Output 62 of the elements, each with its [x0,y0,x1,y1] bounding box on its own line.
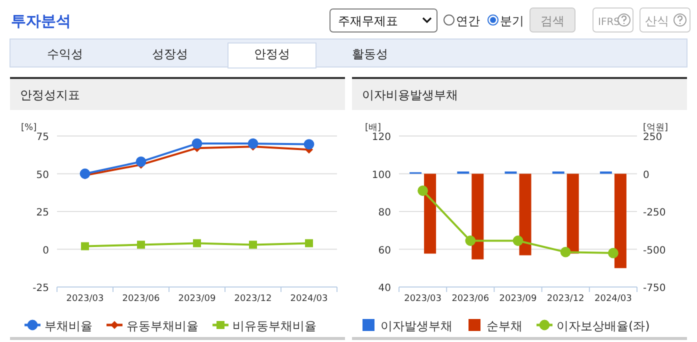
point [137,240,145,249]
point [249,240,257,249]
point [192,138,202,149]
legend-label: 이자발생부채 [380,319,452,333]
x-tick-label: 2023/09 [499,294,537,304]
x-tick-label: 2023/06 [122,294,160,304]
point [512,236,524,246]
text: 연간 [456,14,480,28]
legend-label: 유동부채비율 [126,319,198,333]
y-tick-label: 100 [372,170,391,181]
y2-tick-label: -750 [643,283,666,294]
text: IFRS [598,17,620,28]
x-tick-label: 2024/03 [290,294,328,304]
y-tick-label: 40 [378,283,391,294]
y-tick-label: 80 [378,208,391,218]
x-tick-label: 2023/12 [546,294,584,304]
text: 활동성 [352,47,388,61]
y-tick-label: 50 [36,170,49,181]
y-tick-label: 75 [36,132,49,143]
x-tick-label: 2023/12 [234,294,272,304]
x-tick-label: 2023/03 [66,294,104,304]
point [193,239,201,248]
text: 산식 [645,14,669,28]
text: 안정성 [254,47,290,61]
point [304,139,314,150]
chart-title: 안정성지표 [20,88,80,102]
x-tick-label: 2023/03 [404,294,442,304]
point [418,186,428,196]
y2-tick-label: 250 [643,132,662,143]
y-axis-title: [배] [365,123,382,133]
y2-axis-title: [억원] [643,123,668,133]
y-tick-label: 60 [378,245,391,256]
chart-title: 이자비용발생부채 [362,88,458,102]
point [248,138,258,149]
y-tick-label: 25 [36,208,49,218]
point [560,246,571,258]
text: 주재무제표 [338,14,398,28]
y2-tick-label: 0 [643,170,650,181]
point [608,248,618,258]
point [305,239,313,248]
text: 성장성 [152,47,188,61]
y2-tick-label: -250 [643,208,666,218]
x-tick-label: 2023/09 [178,294,216,304]
point [80,168,90,179]
y-tick-label: 120 [372,132,391,143]
point [136,156,146,167]
text: 분기 [500,14,524,28]
legend-label: 이자보상배율(좌) [556,319,650,333]
y-tick-label: 0 [42,245,49,256]
point [81,242,89,250]
text: 검색 [540,14,564,28]
legend-label: 순부채 [486,319,522,333]
text: 투자분석 [11,12,71,30]
point [465,236,476,246]
legend-label: 비유동부채비율 [232,319,316,333]
x-tick-label: 2024/03 [594,294,632,304]
text: 수익성 [47,47,83,61]
legend-label: 부채비율 [44,319,92,333]
y2-tick-label: -500 [643,245,666,256]
y-axis-title: [%] [21,123,37,133]
x-tick-label: 2023/06 [452,294,490,304]
y-tick-label: -25 [32,283,49,294]
